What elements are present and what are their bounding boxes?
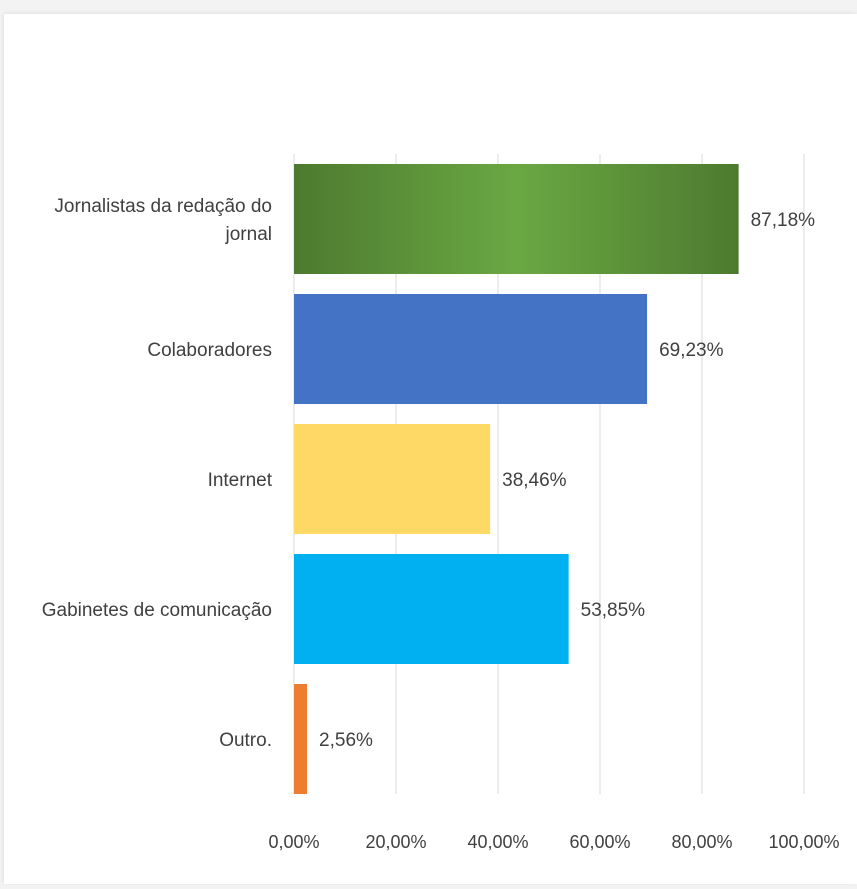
category-label-0-line-1: jornal bbox=[225, 224, 272, 245]
labels: 0,00% 20,00% 40,00% 60,00% 80,00% 100,00% Jorn… bbox=[42, 196, 840, 852]
category-label-2: Internet bbox=[208, 470, 273, 491]
category-label-0-line-0: Jornalistas da redação do bbox=[54, 196, 272, 217]
category-label-4: Outro. bbox=[219, 730, 272, 751]
bar-2 bbox=[294, 424, 491, 534]
bar-0 bbox=[294, 164, 739, 274]
value-label-3: 53,85% bbox=[581, 600, 646, 621]
value-label-0: 87,18% bbox=[751, 210, 816, 231]
x-tick-label-5: 100,00% bbox=[768, 832, 839, 852]
value-label-1: 69,23% bbox=[659, 340, 724, 361]
bar-3 bbox=[294, 554, 569, 664]
bars bbox=[294, 164, 739, 794]
x-tick-label-0: 0,00% bbox=[268, 832, 319, 852]
x-tick-label-4: 80,00% bbox=[671, 832, 732, 852]
category-label-3: Gabinetes de comunicação bbox=[42, 600, 272, 621]
bar-chart: 0,00% 20,00% 40,00% 60,00% 80,00% 100,00% Jorn… bbox=[42, 154, 840, 852]
chart-card: 0,00% 20,00% 40,00% 60,00% 80,00% 100,00% Jorn… bbox=[4, 14, 857, 884]
value-label-4: 2,56% bbox=[319, 730, 373, 751]
x-tick-label-2: 40,00% bbox=[467, 832, 528, 852]
bar-4 bbox=[294, 684, 308, 794]
x-tick-label-1: 20,00% bbox=[365, 832, 426, 852]
category-label-1: Colaboradores bbox=[147, 340, 272, 361]
value-label-2: 38,46% bbox=[502, 470, 567, 491]
bar-1 bbox=[294, 294, 648, 404]
x-tick-label-3: 60,00% bbox=[569, 832, 630, 852]
